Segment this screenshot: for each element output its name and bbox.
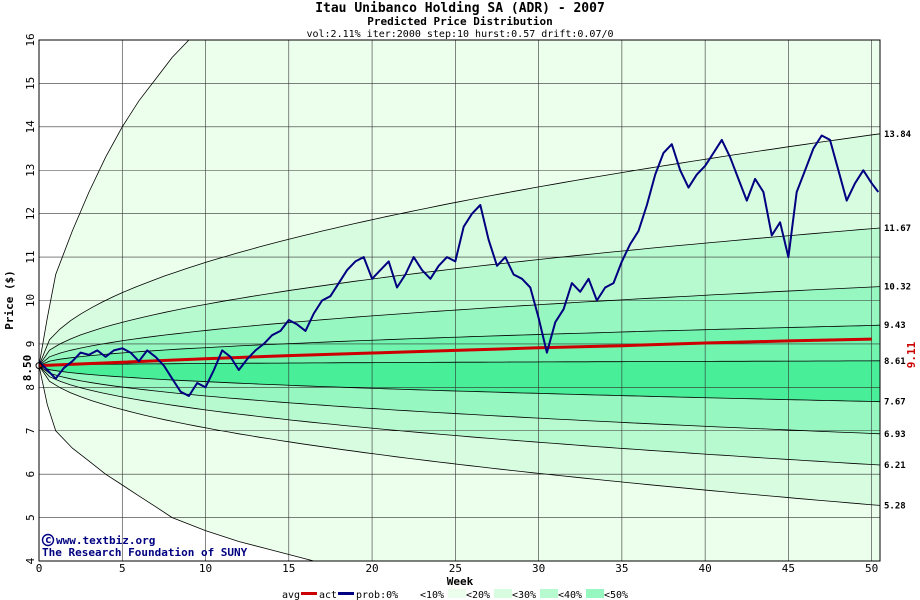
copyright-icon-letter: c [45,533,52,546]
percentile-line-6 [38,365,881,403]
x-tick-label: 50 [865,562,878,575]
y-tick-label: 6 [24,471,37,478]
legend-lt30-swatch [540,589,558,598]
x-tick-label: 35 [615,562,628,575]
chart-subtitle: Predicted Price Distribution [367,15,552,28]
y-tick-label: 15 [24,77,37,90]
y-tick-label: 9 [24,341,37,348]
percentile-end-label: 7.67 [884,398,906,408]
plot-area: 0 5 10 15 20 25 30 35 40 45 5045678910111213141516… [24,33,912,575]
simulation-params: vol:2.11% iter:2000 step:10 hurst:0.57 d… [306,29,613,40]
percentile-line-5 [38,360,881,366]
legend-lt20-label: <20% [466,590,490,600]
percentile-line-7 [38,365,881,435]
x-axis-label: Week [447,575,474,588]
percentile-line-4 [38,324,881,366]
legend-prob0-label: prob:0% [356,590,398,600]
y-axis-label: Price ($) [3,270,16,330]
actual-price-line [38,134,880,397]
legend-lt20-swatch [494,589,512,598]
y-tick-label: 12 [24,207,37,220]
y-tick-label: 14 [24,120,37,134]
x-tick-label: 0 [36,562,43,575]
x-tick-label: 45 [782,562,795,575]
legend-act-label: act [319,590,337,600]
x-tick-label: 30 [532,562,545,575]
x-tick-label: 40 [699,562,712,575]
percentile-end-label: 11.67 [884,224,911,234]
y-tick-label: 5 [24,514,37,521]
start-price-label: 8.50 [21,355,34,382]
y-tick-label: 16 [24,33,37,46]
percentile-end-label: 6.93 [884,430,906,440]
percentile-line-2 [38,227,881,366]
credits: c www.textbiz.org The Research Foundatio… [41,533,248,559]
final-average-label: 9.11 [905,341,918,368]
percentile-line-1 [38,133,881,366]
legend-lt40-label: <40% [558,590,582,600]
x-tick-label: 20 [365,562,378,575]
legend-lt10-label: <10% [420,590,444,600]
percentile-line-9 [38,365,881,506]
y-tick-label: 8 [24,384,37,391]
envelope-upper-line [39,40,190,366]
plot-frame [38,39,881,562]
percentile-end-label: 8.61 [884,357,906,367]
x-tick-label: 15 [282,562,295,575]
y-tick-label: 13 [24,164,37,177]
percentile-end-label: 9.43 [884,321,906,331]
legend-lt40-swatch [586,589,604,598]
chart-title: Itau Unibanco Holding SA (ADR) - 2007 [315,1,605,16]
percentile-end-label: 10.32 [884,283,911,293]
legend-lt10-swatch [448,589,466,598]
credit-org: The Research Foundation of SUNY [42,546,248,559]
x-tick-label: 10 [199,562,212,575]
legend: avg act prob:0% <10% <20% <30% <40% <50% [282,589,628,600]
percentile-end-label: 5.28 [884,501,906,511]
percentile-line-3 [38,286,881,366]
y-tick-label: 10 [24,294,37,307]
envelope-lower-line [39,365,314,561]
percentile-end-label: 13.84 [884,130,912,140]
legend-lt50-label: <50% [604,590,628,600]
credit-site: www.textbiz.org [56,534,155,547]
legend-avg-swatch [301,592,317,595]
probability-band-50 [39,360,880,402]
percentile-line-8 [38,365,881,466]
y-tick-label: 11 [24,250,37,263]
legend-prob0-swatch [402,589,420,598]
y-tick-label: 7 [24,427,37,434]
x-tick-label: 25 [449,562,462,575]
average-price-line [38,337,872,368]
legend-lt30-label: <30% [512,590,536,600]
copyright-icon [41,533,55,547]
y-tick-label: 4 [24,557,37,564]
x-tick-label: 5 [119,562,126,575]
legend-act-swatch [338,592,354,595]
legend-avg-label: avg [282,590,300,600]
percentile-end-label: 6.21 [884,461,906,471]
